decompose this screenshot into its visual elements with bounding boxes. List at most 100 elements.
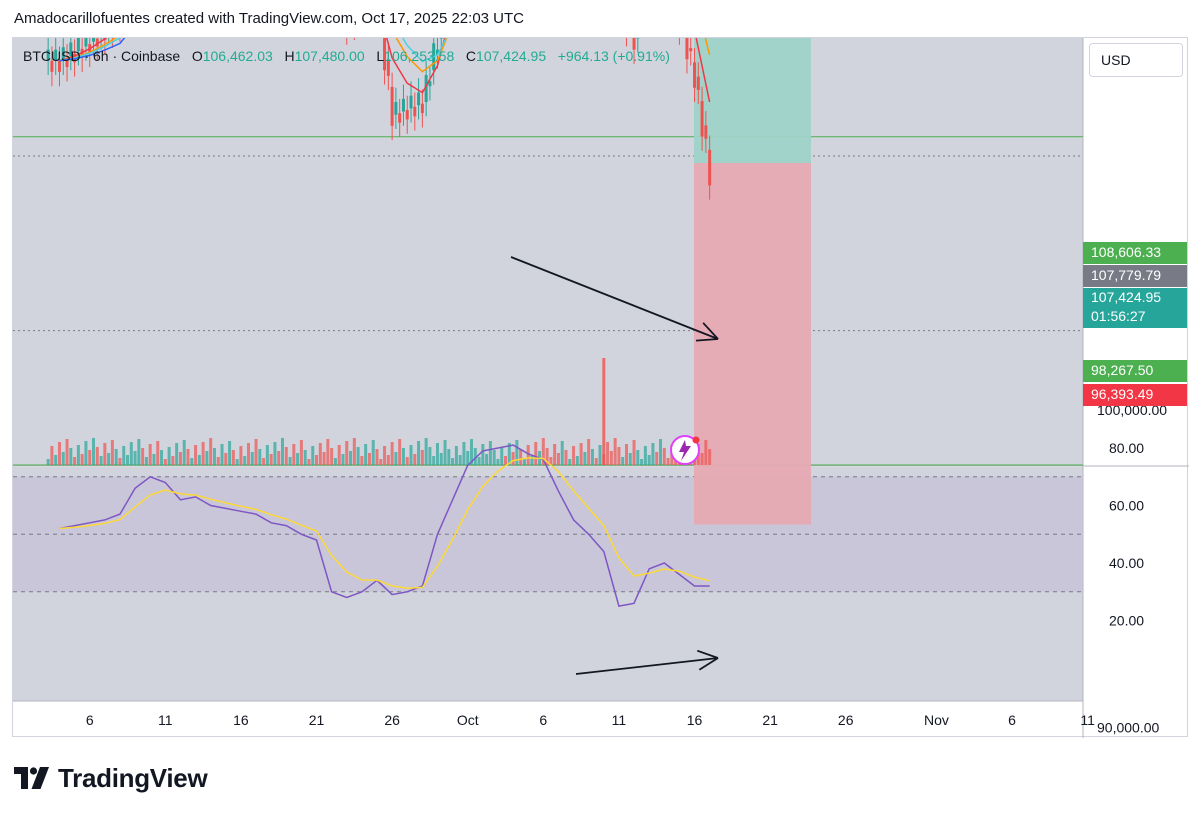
volume-bar [398,439,402,465]
time-axis-label: 11 [1080,712,1095,728]
volume-bar [160,450,164,465]
volume-bar [333,458,337,465]
volume-bar [133,451,137,465]
volume-bar [73,457,77,465]
time-axis-label: 6 [539,712,547,728]
tradingview-logo[interactable]: TradingView [14,762,208,793]
volume-bar [435,443,439,465]
candle-body [704,125,708,139]
volume-bar [220,444,224,465]
rsi-axis-label: 40.00 [1109,555,1144,571]
volume-bar [318,443,322,465]
currency-button[interactable]: USD [1089,43,1183,77]
candle-body [693,62,697,88]
volume-bar [417,441,421,465]
chart-frame[interactable]: 130,000.00120,000.00100,000.0090,000.008… [12,37,1189,738]
volume-bar [228,441,232,465]
notification-dot-icon [692,436,700,444]
volume-bar [197,455,201,465]
legend-close: 107,424.95 [476,48,547,64]
volume-bar [606,442,610,465]
volume-bar [643,446,647,465]
volume-bar [254,439,258,465]
volume-bar [447,449,451,465]
volume-bar [212,448,216,465]
volume-bar [458,455,462,465]
volume-bar [144,457,148,465]
symbol-legend: BTCUSD · 6h · Coinbase O106,462.03 H107,… [23,48,670,64]
volume-bar [288,457,292,465]
volume-bar [341,454,345,465]
candle-body [409,95,413,109]
rsi-trend-arrow-head [698,657,719,671]
candle-body [417,92,421,106]
volume-bar [708,449,712,465]
candle-body [95,38,99,47]
volume-bar [583,452,587,465]
volume-bar [337,445,341,465]
candle-body [69,42,73,56]
legend-high-label: H [284,48,295,64]
candle-body [420,103,424,114]
volume-bar [284,447,288,465]
volume-bar [386,455,390,465]
candle-body [413,106,417,117]
candle-body [76,38,80,52]
legend-open-label: O [191,48,203,64]
price-trend-arrow-head [702,322,719,340]
volume-bar [292,444,296,465]
volume-bar [57,442,61,465]
volume-bar [432,456,436,465]
volume-bar [659,439,662,465]
volume-bar [299,440,303,465]
time-axis-label: Nov [924,712,949,728]
rsi-ma-line [59,457,710,590]
price-tag-tp: 108,606.33 [1083,242,1187,264]
volume-bar [553,444,557,465]
volume-bar [473,448,477,465]
volume-bar [526,445,530,465]
volume-bar [231,450,235,465]
volume-bar [122,446,126,465]
volume-bar [470,439,473,465]
tradingview-logo-text: TradingView [58,762,208,793]
candle-body [405,109,409,120]
volume-bar [152,454,156,465]
volume-bar [88,450,92,465]
candle-body [636,38,640,39]
volume-bar [246,443,250,465]
volume-bar [76,445,80,465]
volume-bar [621,457,625,465]
time-axis-label: 21 [762,712,778,728]
volume-bar [95,447,99,465]
candle-body [65,58,69,68]
volume-bar [624,444,628,465]
volume-bar [281,438,284,465]
volume-bar [564,450,568,465]
last-price-tag: 107,424.95 01:56:27 [1083,288,1187,328]
legend-low-label: L [376,48,385,64]
price-chart-svg[interactable]: 130,000.00120,000.00100,000.0090,000.008… [13,38,1189,738]
volume-bar [61,452,65,465]
volume-bar [273,442,277,465]
volume-bar [477,457,481,465]
volume-bar [156,441,160,465]
volume-bar [560,441,564,465]
volume-bar [163,459,167,465]
time-axis-label: 16 [233,712,249,728]
volume-bar [243,456,247,465]
volume-bar [178,452,182,465]
volume-bar [265,445,269,465]
volume-bar [360,456,364,465]
volume-bar [69,448,73,465]
legend-change: +964.13 (+0.91%) [557,48,670,64]
volume-bar [598,445,602,465]
target-zone [694,38,811,164]
volume-bar [500,447,504,465]
volume-bar [352,438,356,465]
time-axis-label: 11 [612,712,627,728]
volume-bar [549,457,553,465]
volume-bar [167,447,171,465]
candle-body [84,38,88,47]
volume-bar [171,456,175,465]
